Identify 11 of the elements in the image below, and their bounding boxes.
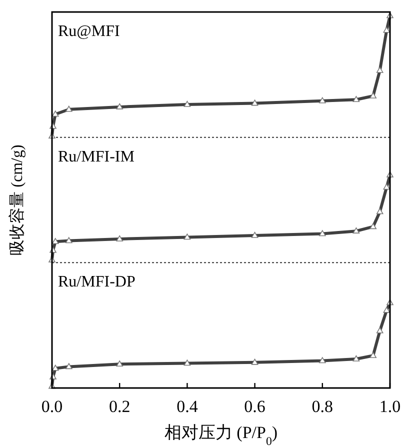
x-tick-label: 0.4 [176, 397, 198, 416]
x-tick-label: 0.2 [108, 397, 130, 416]
x-axis-title: 相对压力 (P/P$_{0}$) [164, 423, 278, 448]
x-tick-label: 0.8 [312, 397, 334, 416]
chart-title: Ru/MFI-IM [58, 148, 134, 166]
chart-title: Ru/MFI-DP [58, 274, 136, 291]
x-tick-label: 0.0 [41, 397, 63, 416]
text: Ru@MFI [58, 23, 120, 40]
x-tick-label: 0.6 [244, 397, 266, 416]
x-tick-label: 1.0 [379, 397, 401, 416]
y-axis-title: 吸收容量 (cm/g) [8, 144, 26, 256]
